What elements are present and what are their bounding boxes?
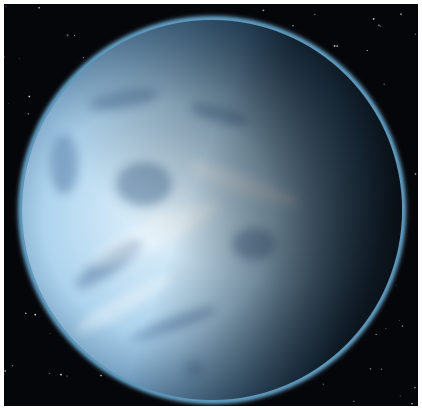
- star: [333, 44, 336, 47]
- star: [4, 370, 6, 372]
- star: [314, 13, 316, 16]
- star: [378, 24, 380, 27]
- star: [38, 7, 40, 9]
- star: [4, 56, 6, 58]
- star: [379, 25, 381, 27]
- star: [18, 58, 20, 60]
- star: [49, 372, 51, 374]
- star: [60, 373, 62, 376]
- upper-shadow: [22, 20, 402, 400]
- star: [414, 386, 416, 389]
- star: [336, 45, 339, 48]
- star: [5, 5, 7, 8]
- star: [399, 395, 401, 397]
- star: [12, 365, 14, 367]
- star: [375, 333, 377, 336]
- star: [383, 83, 385, 85]
- planet-scene: [4, 4, 418, 406]
- star: [401, 325, 404, 327]
- star: [100, 374, 102, 377]
- atmosphere-rim-glow: [18, 16, 406, 404]
- star: [66, 375, 68, 377]
- star: [34, 313, 37, 316]
- star: [24, 312, 27, 315]
- star: [322, 383, 325, 385]
- star: [292, 24, 294, 27]
- star: [353, 400, 355, 402]
- star: [414, 173, 417, 175]
- star: [411, 402, 413, 405]
- starfield: [4, 5, 417, 405]
- star: [395, 284, 397, 286]
- photo-frame: [4, 4, 418, 406]
- star: [74, 34, 76, 36]
- star: [385, 328, 387, 330]
- star: [66, 34, 69, 37]
- star: [7, 103, 9, 105]
- star: [380, 368, 383, 370]
- planet-surface-details: [22, 20, 402, 400]
- star: [27, 113, 30, 115]
- star: [28, 95, 31, 98]
- star: [372, 17, 375, 20]
- star: [82, 57, 85, 59]
- star: [262, 9, 265, 12]
- star: [366, 50, 368, 52]
- star: [49, 332, 51, 334]
- star: [398, 319, 400, 321]
- star: [400, 13, 402, 15]
- star: [369, 368, 372, 370]
- star: [4, 373, 5, 375]
- star: [414, 33, 417, 35]
